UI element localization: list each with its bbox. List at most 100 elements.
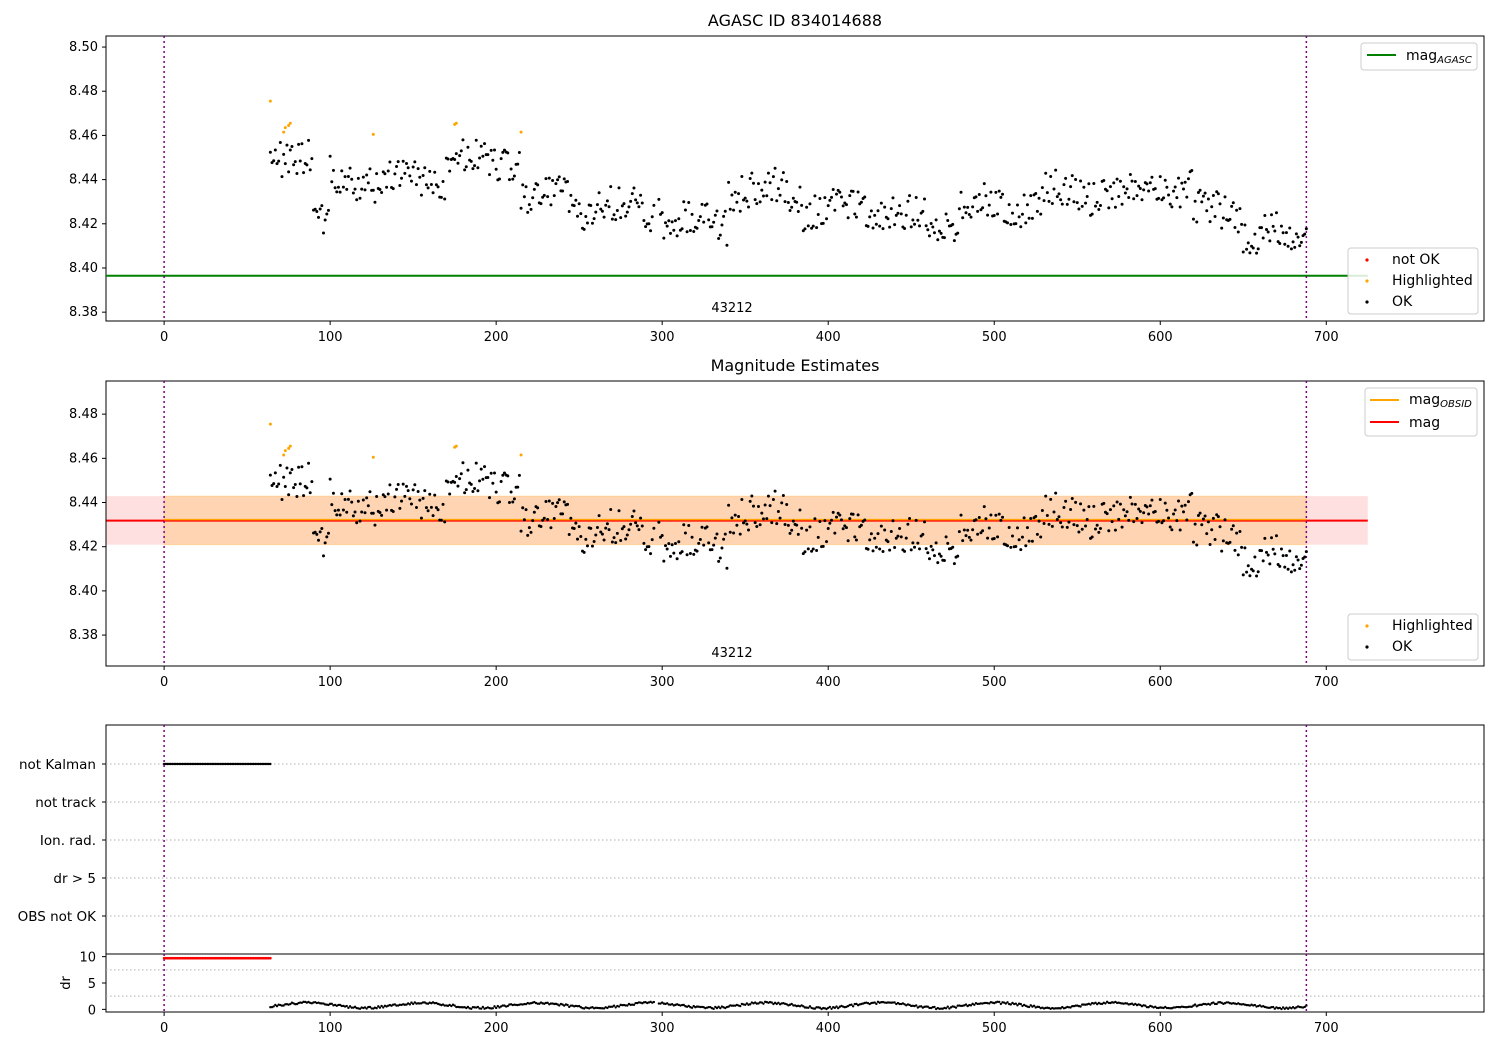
p2-ok-point bbox=[687, 523, 691, 527]
dr-point bbox=[1144, 1004, 1147, 1007]
p1-ok-point bbox=[1263, 213, 1267, 217]
dr-point bbox=[727, 1005, 730, 1008]
panel2-legend-points[interactable]: Highlighted OK bbox=[1347, 613, 1479, 661]
p1-ok-point bbox=[421, 173, 425, 177]
p2-ok-point bbox=[914, 518, 918, 522]
p1-ok-point bbox=[622, 202, 626, 206]
p1-ok-point bbox=[1200, 200, 1204, 204]
not-kalman-point bbox=[259, 762, 262, 766]
p1-ok-point bbox=[483, 142, 487, 146]
p2-ok-point bbox=[806, 547, 810, 551]
p1-ok-point bbox=[951, 222, 955, 226]
p2-ok-point bbox=[624, 537, 628, 541]
p2-ok-point bbox=[579, 535, 583, 539]
p2-ok-point bbox=[649, 552, 653, 556]
p2-ok-point bbox=[406, 489, 410, 493]
dr-point bbox=[893, 1001, 896, 1004]
p1-ok-point bbox=[770, 198, 774, 202]
p2-ok-point bbox=[320, 527, 324, 531]
p1-ok-point bbox=[650, 215, 654, 219]
p2-ok-point bbox=[790, 528, 794, 532]
p2-ok-point bbox=[986, 536, 990, 540]
p1-ok-point bbox=[959, 190, 963, 194]
panel2-legend-lines[interactable]: magOBSID mag bbox=[1364, 387, 1478, 437]
dr-point bbox=[944, 1007, 948, 1010]
p2-ok-point bbox=[1218, 525, 1222, 529]
p1-ok-point bbox=[889, 207, 893, 211]
dr-point bbox=[946, 1005, 949, 1008]
p2-ok-point bbox=[971, 528, 975, 532]
p1-ok-point bbox=[272, 159, 276, 163]
p2-ok-point bbox=[532, 510, 536, 514]
p2-ok-point bbox=[1265, 550, 1269, 554]
p2-ok-point bbox=[781, 494, 785, 498]
p2-ok-point bbox=[615, 531, 619, 535]
p1-ok-point bbox=[318, 207, 322, 211]
p1-ok-point bbox=[1210, 205, 1214, 209]
p1-ok-point bbox=[400, 176, 404, 180]
p1-ok-point bbox=[331, 168, 335, 172]
dr-point bbox=[506, 1004, 509, 1008]
p2-ok-point bbox=[630, 514, 634, 518]
p1-ok-point bbox=[348, 166, 352, 170]
dr-point bbox=[494, 1006, 498, 1010]
not-kalman-point bbox=[171, 762, 174, 766]
p2-ok-point bbox=[288, 471, 292, 475]
panel1-legend-points[interactable]: not OK Highlighted OK bbox=[1347, 247, 1479, 315]
p1-ok-point bbox=[1020, 212, 1024, 216]
p2-ok-point bbox=[375, 495, 379, 499]
p1-ok-point bbox=[434, 183, 438, 187]
dr-point bbox=[405, 1003, 408, 1006]
dr-point bbox=[1273, 1007, 1277, 1010]
p1-ok-point bbox=[931, 225, 935, 229]
p2-ok-point bbox=[748, 499, 752, 503]
p1-ok-point bbox=[310, 157, 314, 161]
not-kalman-point bbox=[225, 762, 229, 766]
p2-ok-point bbox=[1261, 559, 1265, 563]
not-kalman-point bbox=[191, 762, 194, 766]
dr-point bbox=[948, 1007, 951, 1010]
p1-ok-point bbox=[441, 180, 445, 184]
p1-ok-point bbox=[680, 227, 684, 231]
p2-ok-point bbox=[595, 526, 599, 530]
p1-ok-point bbox=[1059, 198, 1063, 202]
p1-ok-point bbox=[333, 186, 337, 190]
p1-ok-point bbox=[1165, 185, 1169, 189]
p1-ok-point bbox=[1162, 196, 1166, 200]
p1-ok-point bbox=[396, 160, 400, 164]
p2-ok-point bbox=[760, 511, 764, 515]
p2-ok-point bbox=[567, 532, 571, 536]
dr-point bbox=[421, 1001, 425, 1004]
not-kalman-point bbox=[252, 762, 255, 766]
p1-ok-point bbox=[1082, 185, 1086, 189]
p2-ok-point bbox=[1177, 499, 1181, 503]
p1-ok-point bbox=[371, 188, 375, 192]
p1-ok-point bbox=[1118, 179, 1122, 183]
p1-ok-point bbox=[979, 208, 983, 212]
p1-ok-point bbox=[497, 177, 501, 181]
p1-ok-point bbox=[921, 209, 925, 213]
p2-ok-point bbox=[413, 483, 417, 487]
p1-ok-point bbox=[1220, 226, 1224, 230]
p2-ok-point bbox=[765, 517, 769, 521]
p1-ytick-label: 8.48 bbox=[69, 84, 98, 99]
p1-ok-point bbox=[305, 163, 309, 167]
p2-ok-point bbox=[710, 548, 714, 552]
dr-point bbox=[1286, 1007, 1290, 1010]
dr-point bbox=[1006, 1001, 1009, 1004]
p1-ok-point bbox=[536, 183, 540, 187]
p2-ok-point bbox=[976, 532, 980, 536]
p1-ok-point bbox=[961, 216, 965, 220]
dr-point bbox=[380, 1004, 383, 1008]
p1-ok-point bbox=[360, 187, 364, 191]
p2-ok-point bbox=[507, 500, 511, 504]
p2-ok-point bbox=[300, 465, 304, 469]
p2-ok-point bbox=[946, 541, 950, 545]
p2-ok-point bbox=[1291, 563, 1295, 567]
dr-point bbox=[1095, 1002, 1099, 1006]
panel1-legend-line[interactable]: magAGASC bbox=[1360, 42, 1478, 71]
p1-highlight-point bbox=[283, 126, 287, 130]
dr-point bbox=[1280, 1007, 1283, 1011]
p2-ok-point bbox=[639, 516, 643, 520]
p2-ok-point bbox=[1044, 494, 1048, 498]
